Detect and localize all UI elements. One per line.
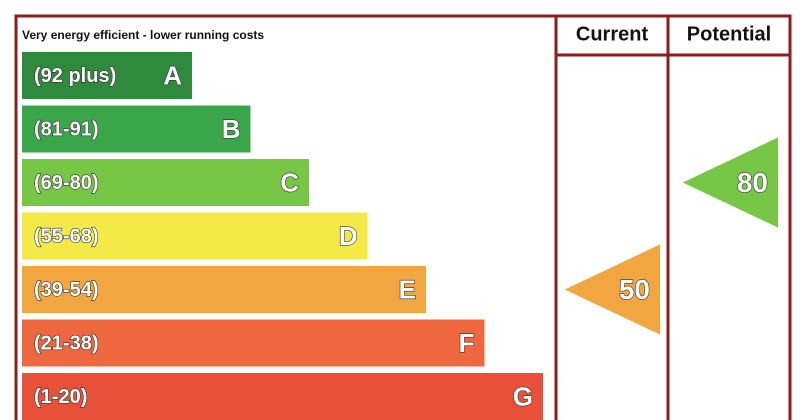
column-header: Current [576, 23, 649, 45]
band-letter: A [163, 60, 182, 90]
band-bar [22, 319, 485, 367]
column-header: Potential [687, 23, 771, 45]
band-range: (21-38) [34, 332, 98, 354]
band-letter: B [222, 114, 241, 144]
band-letter: F [459, 328, 475, 358]
rating-arrow-tip [565, 244, 660, 335]
band-range: (55-68) [34, 225, 98, 247]
band-bar [22, 212, 368, 260]
rating-value: 80 [737, 167, 768, 198]
band-letter: E [399, 274, 416, 304]
band-bar [22, 373, 543, 420]
frame [14, 14, 792, 420]
band-range: (69-80) [34, 172, 98, 194]
band-letter: D [339, 221, 358, 251]
header-title: Very energy efficient - lower running co… [22, 28, 264, 42]
rating-arrow-tip [683, 137, 778, 228]
band-bar [22, 266, 426, 313]
band-range: (81-91) [34, 118, 98, 140]
band-range: (92 plus) [34, 65, 116, 87]
band-bar [22, 52, 192, 99]
rating-value: 50 [619, 274, 650, 305]
band-letter: C [280, 167, 299, 197]
band-bar [22, 105, 251, 153]
band-bar [22, 159, 309, 206]
band-range: (39-54) [34, 279, 98, 301]
band-range: (1-20) [34, 386, 87, 408]
band-letter: G [513, 381, 533, 411]
